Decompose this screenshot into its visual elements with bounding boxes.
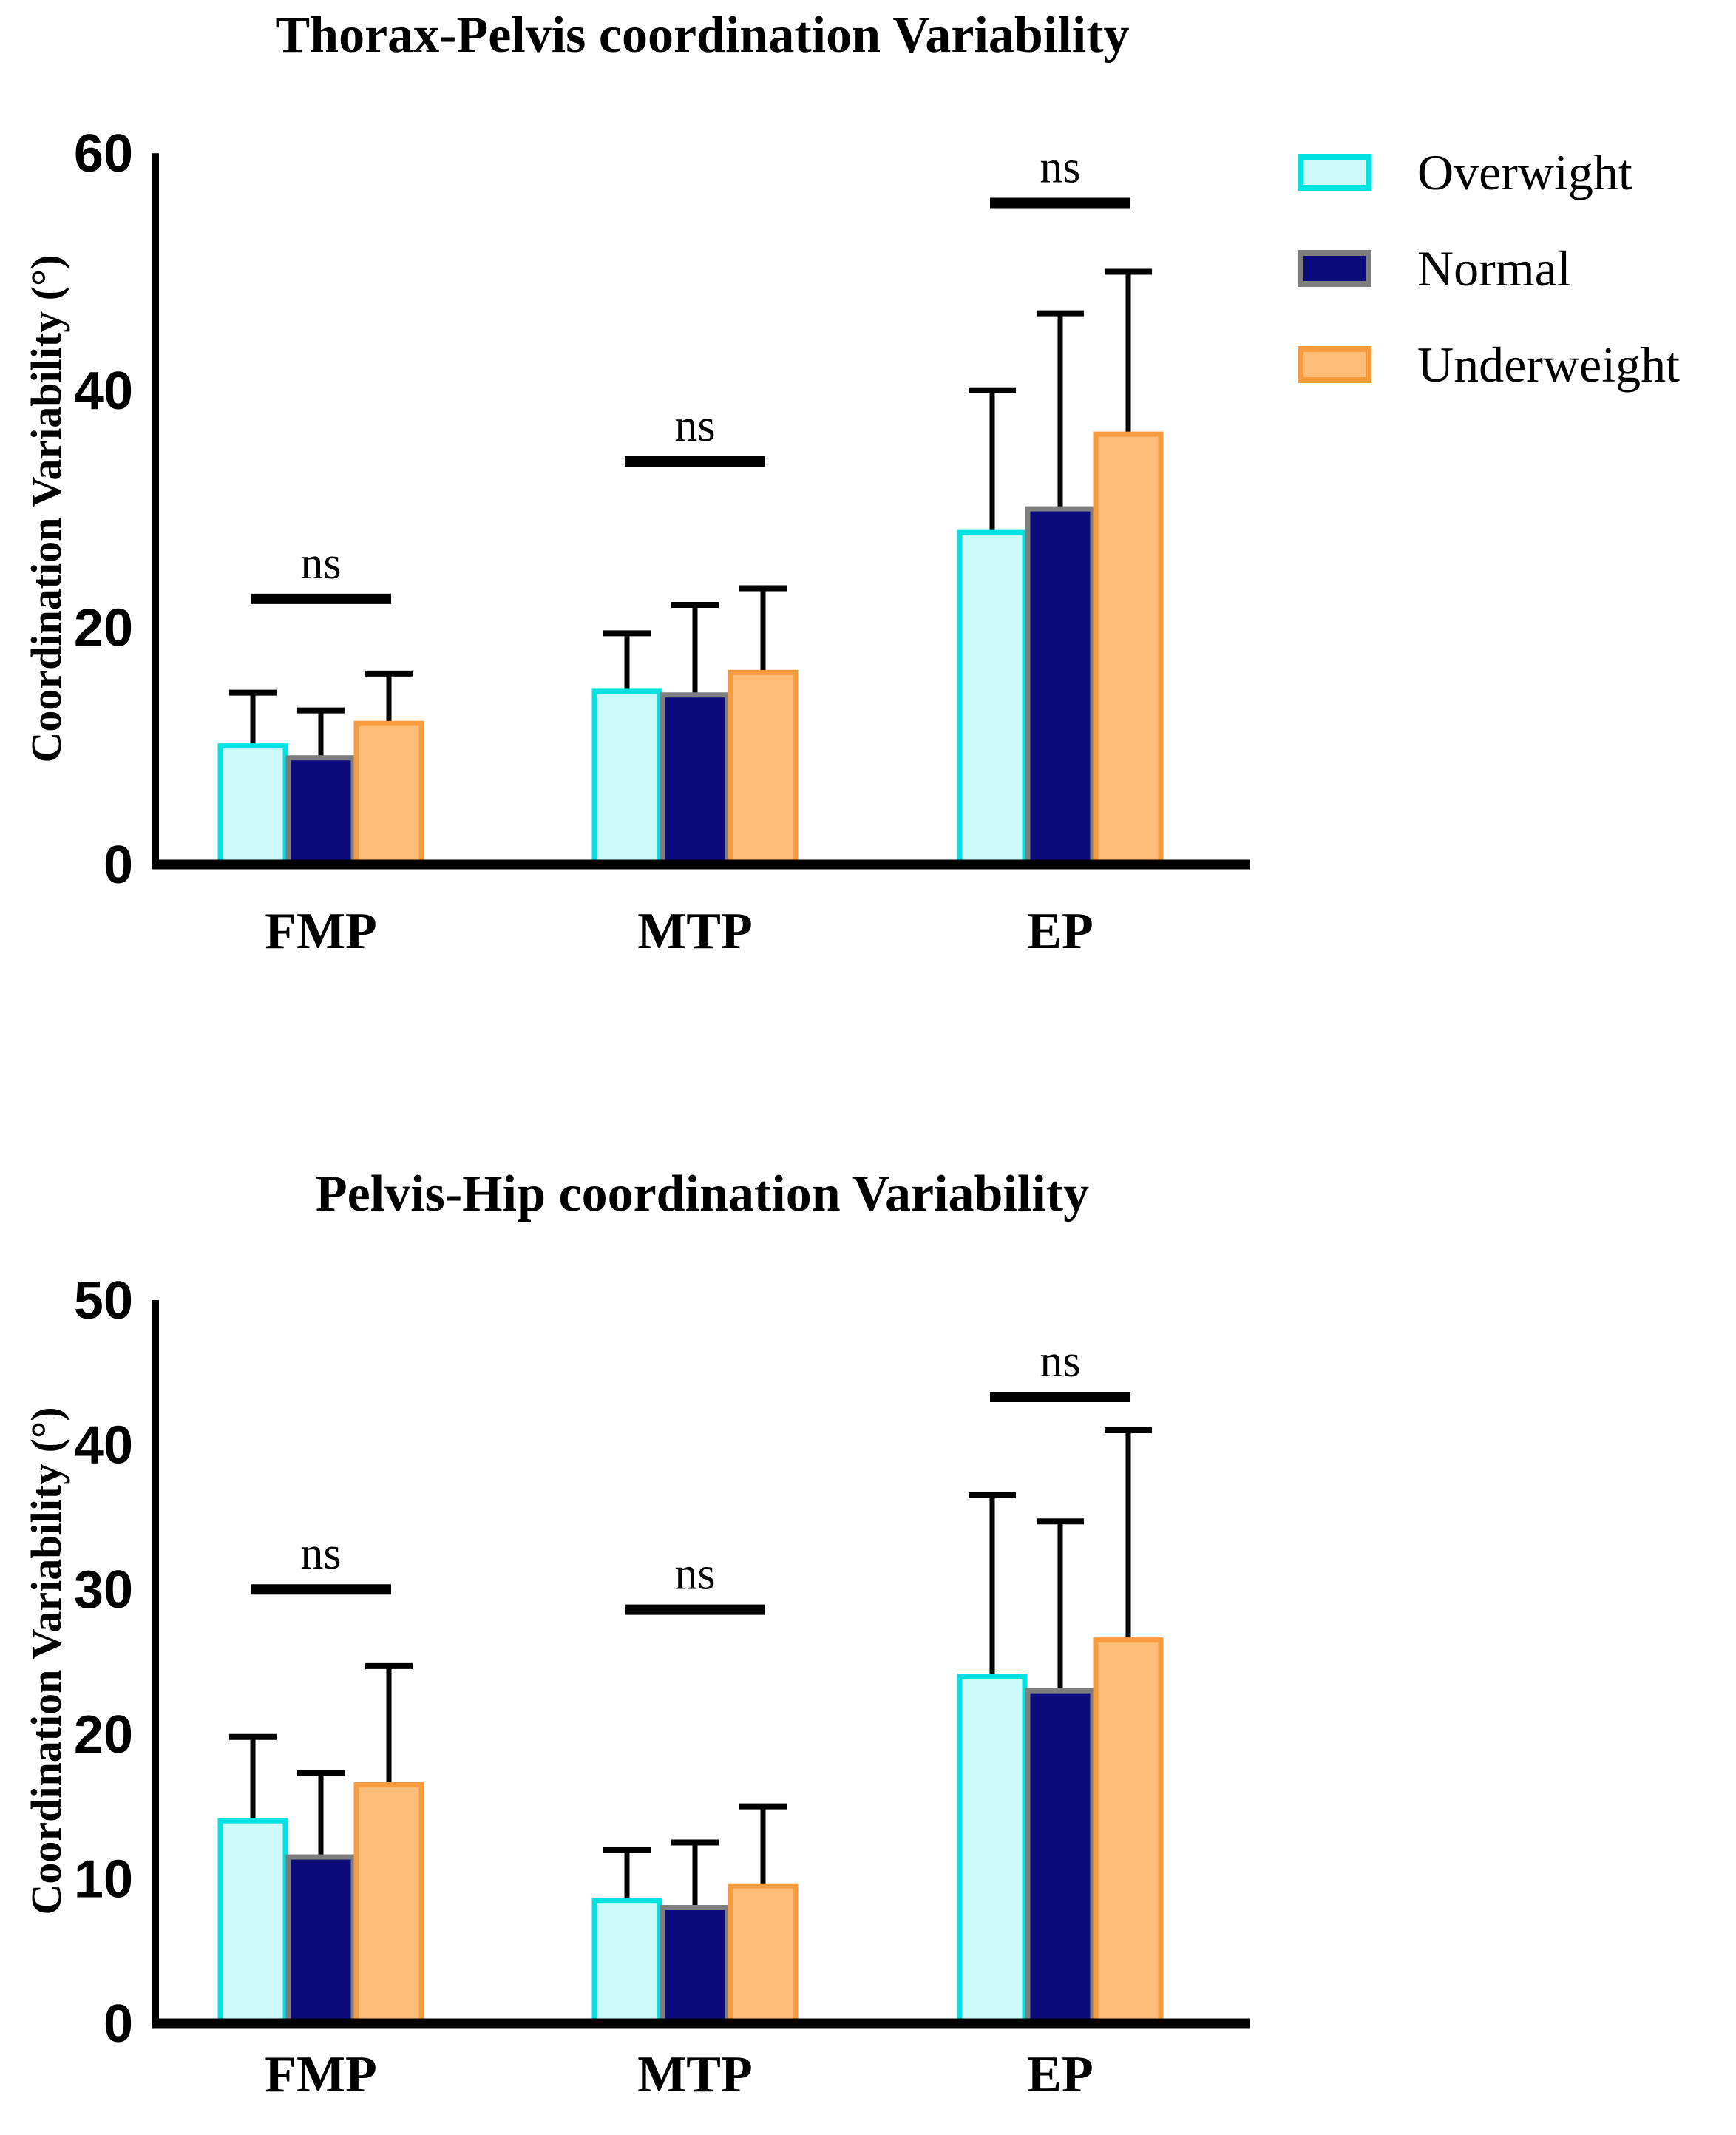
bar: [957, 1674, 1028, 2026]
bar: [1093, 1637, 1164, 2026]
legend: Overwight Normal Underweight: [1298, 124, 1680, 413]
bar: [957, 529, 1028, 867]
bar: [217, 1818, 288, 2026]
bar: [728, 1883, 799, 2026]
bar: [728, 669, 799, 867]
ns-label: ns: [674, 1549, 715, 1600]
bar: [660, 692, 730, 867]
y-tick-label: 50: [74, 1271, 133, 1330]
legend-row-underweight: Underweight: [1298, 317, 1680, 413]
legend-row-overweight: Overwight: [1298, 124, 1680, 220]
normal-swatch-icon: [1298, 250, 1371, 287]
y-tick-label: 0: [104, 1994, 133, 2054]
y-tick-label: 60: [74, 124, 133, 183]
bar: [285, 1854, 356, 2026]
bar: [353, 1782, 424, 2026]
y-tick-label: 0: [104, 836, 133, 895]
x-category-label: MTP: [637, 903, 753, 960]
underweight-swatch-icon: [1298, 346, 1371, 383]
bar: [285, 755, 356, 867]
bar: [1025, 506, 1096, 867]
bar: [591, 1898, 662, 2026]
legend-label-underweight: Underweight: [1417, 336, 1681, 393]
y-tick-label: 20: [74, 598, 133, 657]
x-category-label: MTP: [637, 2046, 753, 2103]
legend-label-overweight: Overwight: [1417, 143, 1632, 200]
bar: [353, 720, 424, 867]
y-tick-label: 10: [74, 1850, 133, 1909]
pelvis-hip-chart-title: Pelvis-Hip coordination Variability: [315, 1165, 1090, 1222]
overweight-swatch-icon: [1298, 154, 1371, 191]
y-tick-label: 40: [74, 1416, 133, 1475]
y-tick-label: 20: [74, 1705, 133, 1764]
x-category-label: EP: [1027, 903, 1093, 960]
thorax-pelvis-chart-title: Thorax-Pelvis coordination Variability: [275, 7, 1130, 64]
x-category-label: FMP: [265, 903, 377, 960]
ns-label: ns: [1040, 1336, 1080, 1387]
y-tick-label: 40: [74, 362, 133, 421]
bar: [660, 1905, 730, 2026]
ns-label: ns: [300, 1529, 341, 1579]
ns-label: ns: [674, 401, 715, 451]
bar: [591, 688, 662, 867]
x-category-label: FMP: [265, 2046, 377, 2103]
bar: [217, 743, 288, 867]
bar: [1025, 1688, 1096, 2026]
bar: [1093, 431, 1164, 867]
ns-label: ns: [1040, 143, 1080, 193]
legend-label-normal: Normal: [1417, 240, 1571, 297]
ns-label: ns: [300, 538, 341, 589]
legend-row-normal: Normal: [1298, 220, 1680, 317]
x-category-label: EP: [1027, 2046, 1093, 2103]
y-tick-label: 30: [74, 1560, 133, 1620]
